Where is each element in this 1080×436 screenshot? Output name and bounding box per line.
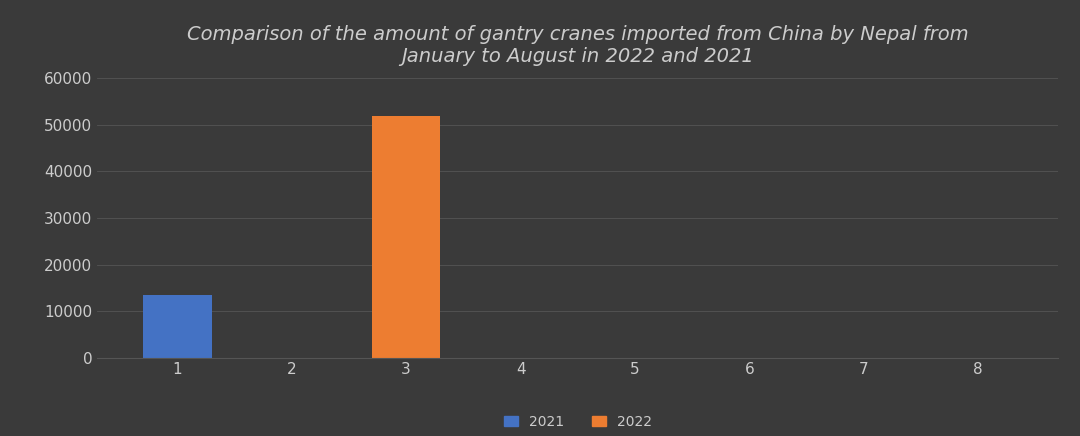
- Bar: [143, 295, 212, 358]
- Bar: [372, 116, 441, 358]
- Title: Comparison of the amount of gantry cranes imported from China by Nepal from
Janu: Comparison of the amount of gantry crane…: [187, 25, 969, 66]
- Legend: 2021, 2022: 2021, 2022: [504, 415, 651, 429]
